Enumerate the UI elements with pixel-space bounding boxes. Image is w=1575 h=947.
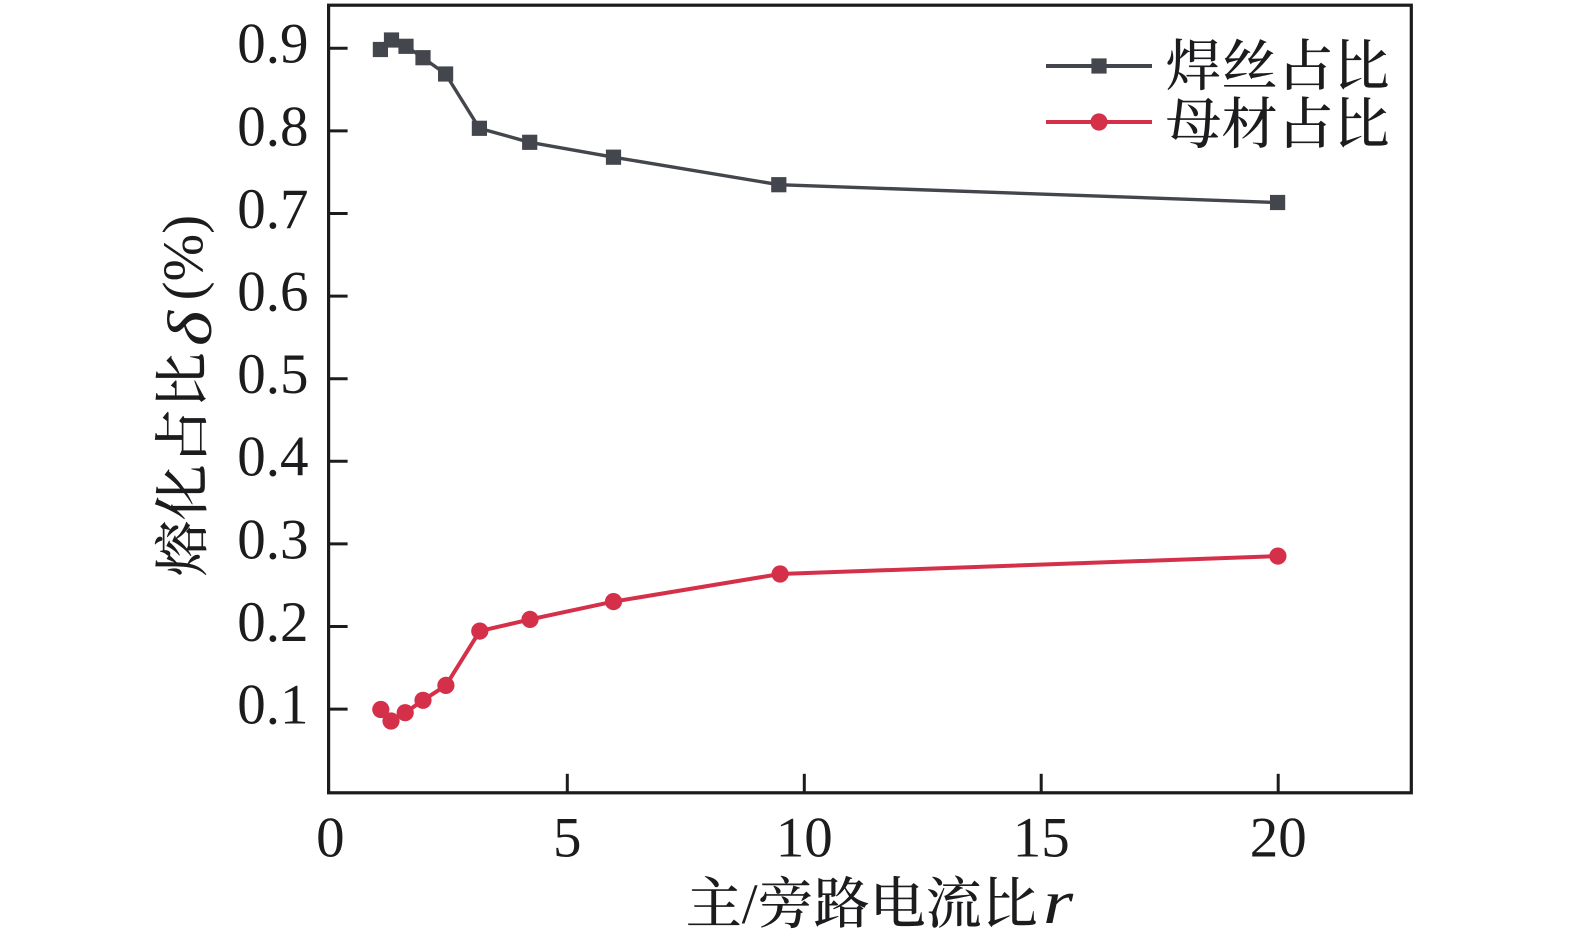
svg-text:10: 10 [776,807,833,870]
svg-text:0.4: 0.4 [237,426,308,489]
svg-text:20: 20 [1250,807,1307,870]
svg-text:0.8: 0.8 [237,95,308,158]
svg-text:0.6: 0.6 [237,261,308,324]
svg-text:5: 5 [553,807,582,870]
svg-text:0.2: 0.2 [237,591,308,654]
svg-text:0.7: 0.7 [237,178,308,241]
svg-text:0.9: 0.9 [237,13,308,76]
svg-text:(%): (%) [152,215,215,300]
svg-text:15: 15 [1013,807,1070,870]
svg-text:δ: δ [156,309,226,346]
svg-text:0.5: 0.5 [237,343,308,406]
svg-text:r: r [1043,868,1074,937]
svg-text:0.1: 0.1 [237,674,308,737]
svg-text:0.3: 0.3 [237,508,308,571]
svg-text:0: 0 [316,807,345,870]
svg-text:/: / [742,873,758,936]
